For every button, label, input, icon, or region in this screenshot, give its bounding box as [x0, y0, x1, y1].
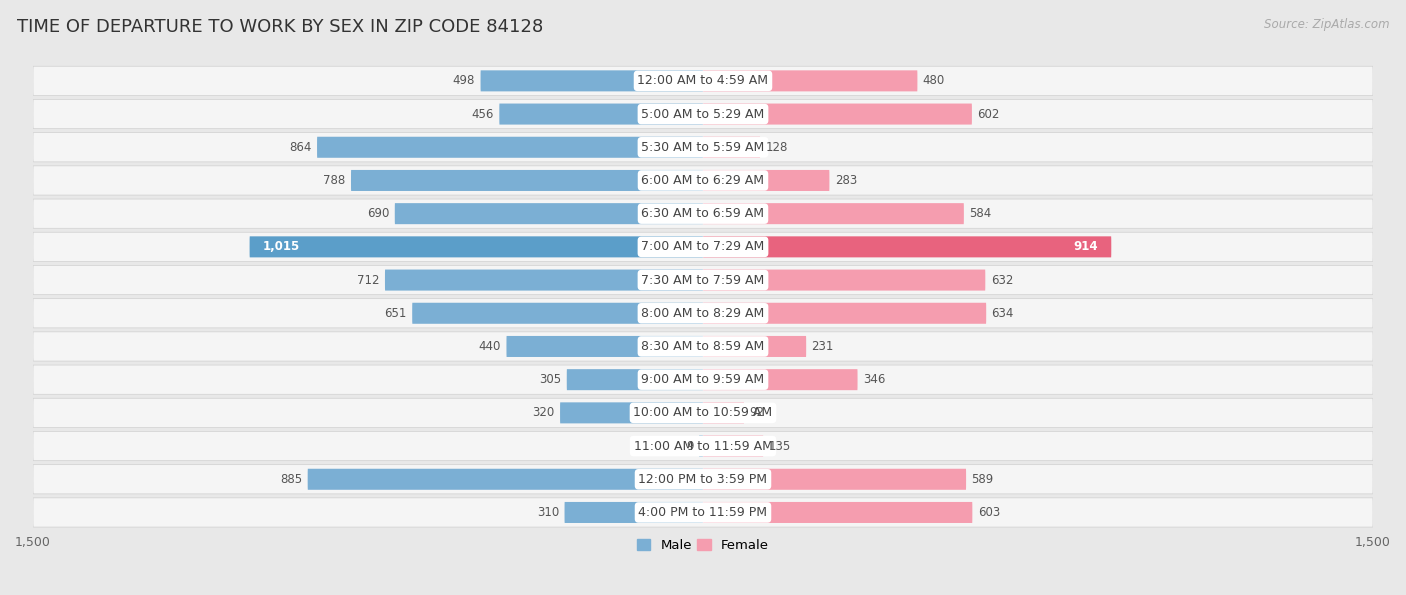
FancyBboxPatch shape — [703, 469, 966, 490]
Text: 589: 589 — [972, 473, 994, 486]
Text: 12:00 PM to 3:59 PM: 12:00 PM to 3:59 PM — [638, 473, 768, 486]
Text: 6:30 AM to 6:59 AM: 6:30 AM to 6:59 AM — [641, 207, 765, 220]
Text: 440: 440 — [478, 340, 501, 353]
Text: 305: 305 — [540, 373, 561, 386]
Text: 10:00 AM to 10:59 AM: 10:00 AM to 10:59 AM — [634, 406, 772, 419]
FancyBboxPatch shape — [703, 203, 965, 224]
FancyBboxPatch shape — [703, 104, 972, 124]
Text: 584: 584 — [969, 207, 991, 220]
Legend: Male, Female: Male, Female — [631, 533, 775, 557]
Text: TIME OF DEPARTURE TO WORK BY SEX IN ZIP CODE 84128: TIME OF DEPARTURE TO WORK BY SEX IN ZIP … — [17, 18, 543, 36]
FancyBboxPatch shape — [32, 465, 1374, 494]
FancyBboxPatch shape — [703, 137, 761, 158]
FancyBboxPatch shape — [32, 332, 1374, 361]
Text: 1,015: 1,015 — [263, 240, 301, 253]
FancyBboxPatch shape — [32, 66, 1374, 95]
FancyBboxPatch shape — [506, 336, 703, 357]
FancyBboxPatch shape — [32, 265, 1374, 295]
Text: 498: 498 — [453, 74, 475, 87]
Text: 690: 690 — [367, 207, 389, 220]
Text: 7:00 AM to 7:29 AM: 7:00 AM to 7:29 AM — [641, 240, 765, 253]
Text: 6:00 AM to 6:29 AM: 6:00 AM to 6:29 AM — [641, 174, 765, 187]
FancyBboxPatch shape — [481, 70, 703, 92]
FancyBboxPatch shape — [32, 133, 1374, 162]
FancyBboxPatch shape — [32, 398, 1374, 427]
FancyBboxPatch shape — [308, 469, 703, 490]
FancyBboxPatch shape — [32, 99, 1374, 129]
Text: 914: 914 — [1073, 240, 1098, 253]
FancyBboxPatch shape — [703, 369, 858, 390]
FancyBboxPatch shape — [32, 166, 1374, 195]
Text: 864: 864 — [290, 141, 312, 154]
Text: 7:30 AM to 7:59 AM: 7:30 AM to 7:59 AM — [641, 274, 765, 287]
FancyBboxPatch shape — [703, 436, 763, 456]
FancyBboxPatch shape — [699, 436, 703, 456]
Text: 634: 634 — [991, 307, 1014, 320]
Text: 310: 310 — [537, 506, 560, 519]
FancyBboxPatch shape — [565, 502, 703, 523]
Text: 651: 651 — [384, 307, 406, 320]
Text: 603: 603 — [977, 506, 1000, 519]
FancyBboxPatch shape — [32, 431, 1374, 461]
Text: 9:00 AM to 9:59 AM: 9:00 AM to 9:59 AM — [641, 373, 765, 386]
FancyBboxPatch shape — [703, 270, 986, 290]
Text: 480: 480 — [922, 74, 945, 87]
Text: 5:30 AM to 5:59 AM: 5:30 AM to 5:59 AM — [641, 141, 765, 154]
Text: 128: 128 — [765, 141, 787, 154]
Text: 602: 602 — [977, 108, 1000, 121]
Text: 320: 320 — [533, 406, 555, 419]
Text: Source: ZipAtlas.com: Source: ZipAtlas.com — [1264, 18, 1389, 31]
FancyBboxPatch shape — [32, 299, 1374, 328]
Text: 92: 92 — [749, 406, 765, 419]
Text: 231: 231 — [811, 340, 834, 353]
FancyBboxPatch shape — [32, 365, 1374, 394]
Text: 12:00 AM to 4:59 AM: 12:00 AM to 4:59 AM — [637, 74, 769, 87]
Text: 712: 712 — [357, 274, 380, 287]
Text: 788: 788 — [323, 174, 346, 187]
FancyBboxPatch shape — [316, 137, 703, 158]
FancyBboxPatch shape — [385, 270, 703, 290]
FancyBboxPatch shape — [703, 236, 1111, 258]
FancyBboxPatch shape — [703, 402, 744, 424]
FancyBboxPatch shape — [703, 70, 918, 92]
Text: 4:00 PM to 11:59 PM: 4:00 PM to 11:59 PM — [638, 506, 768, 519]
FancyBboxPatch shape — [499, 104, 703, 124]
FancyBboxPatch shape — [703, 336, 806, 357]
FancyBboxPatch shape — [250, 236, 703, 258]
FancyBboxPatch shape — [703, 170, 830, 191]
FancyBboxPatch shape — [395, 203, 703, 224]
FancyBboxPatch shape — [352, 170, 703, 191]
Text: 885: 885 — [280, 473, 302, 486]
FancyBboxPatch shape — [703, 502, 973, 523]
FancyBboxPatch shape — [567, 369, 703, 390]
Text: 283: 283 — [835, 174, 858, 187]
FancyBboxPatch shape — [703, 303, 986, 324]
FancyBboxPatch shape — [32, 199, 1374, 228]
Text: 8:00 AM to 8:29 AM: 8:00 AM to 8:29 AM — [641, 307, 765, 320]
Text: 5:00 AM to 5:29 AM: 5:00 AM to 5:29 AM — [641, 108, 765, 121]
FancyBboxPatch shape — [412, 303, 703, 324]
FancyBboxPatch shape — [32, 498, 1374, 527]
FancyBboxPatch shape — [560, 402, 703, 424]
Text: 135: 135 — [769, 440, 792, 453]
Text: 346: 346 — [863, 373, 886, 386]
FancyBboxPatch shape — [32, 232, 1374, 261]
Text: 9: 9 — [686, 440, 693, 453]
Text: 632: 632 — [991, 274, 1014, 287]
Text: 456: 456 — [471, 108, 494, 121]
Text: 11:00 AM to 11:59 AM: 11:00 AM to 11:59 AM — [634, 440, 772, 453]
Text: 8:30 AM to 8:59 AM: 8:30 AM to 8:59 AM — [641, 340, 765, 353]
